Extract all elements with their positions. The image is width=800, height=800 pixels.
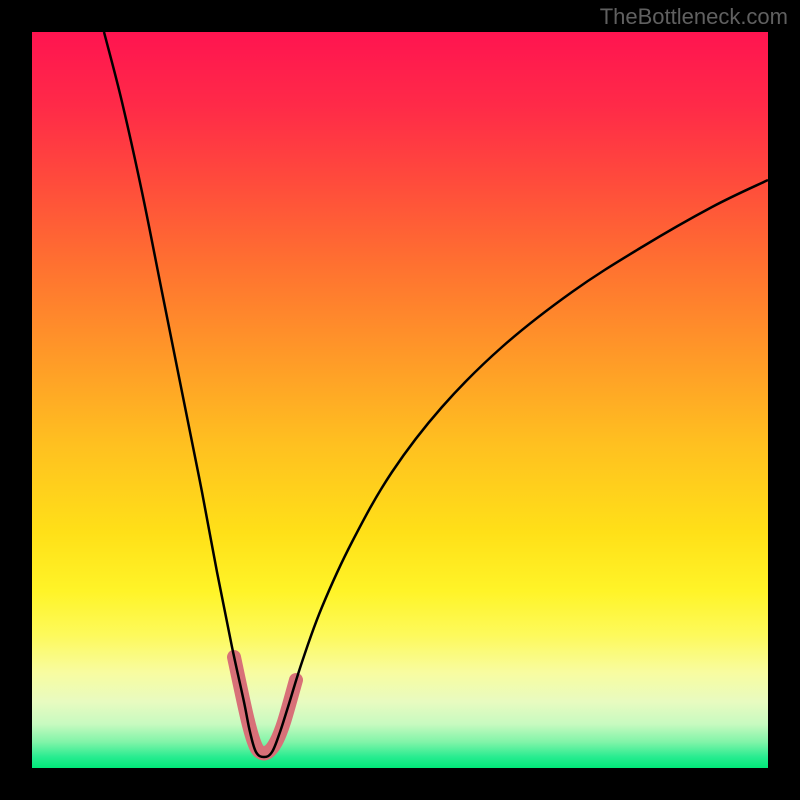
gradient-background [32, 32, 768, 768]
bottleneck-chart [32, 32, 768, 768]
watermark-text: TheBottleneck.com [600, 4, 788, 30]
chart-svg [32, 32, 768, 768]
